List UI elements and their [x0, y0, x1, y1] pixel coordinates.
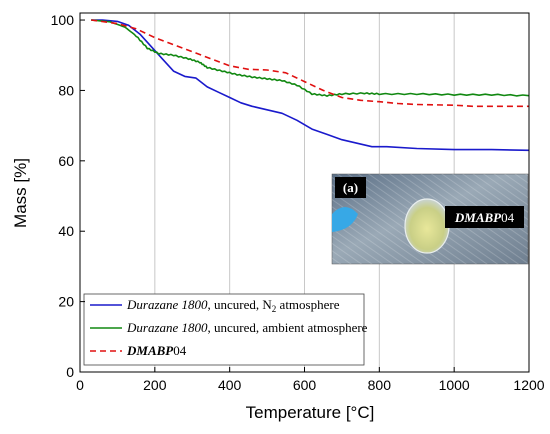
x-tick-label-6: 1200: [513, 377, 544, 393]
inset-tag: DMABP04: [454, 210, 515, 225]
inset-tag-plain: 04: [501, 210, 515, 225]
series-group: [91, 19, 529, 152]
y-tick-label-3: 60: [58, 153, 74, 169]
x-tick-label-0: 0: [76, 377, 84, 393]
legend-label-0: Durazane 1800, uncured, N2 atmosphere: [126, 297, 340, 314]
inset-photo: (a) DMABP04: [331, 173, 529, 265]
x-tick-label-4: 800: [368, 377, 392, 393]
legend-box: [83, 293, 365, 366]
series-line-0: [91, 19, 529, 152]
inset-label: (a): [343, 180, 358, 195]
y-tick-label-5: 100: [51, 12, 75, 28]
legend-label-2-plain: 04: [173, 343, 187, 358]
y-tick-label-2: 40: [58, 223, 74, 239]
x-tick-label-2: 400: [218, 377, 242, 393]
inset-label-box: [335, 177, 366, 198]
legend-label-0-plain: , uncured, N: [208, 297, 273, 312]
x-tick-label-1: 200: [143, 377, 167, 393]
x-tick-label-5: 1000: [439, 377, 470, 393]
series-line-2: [91, 19, 529, 108]
legend-label-1-italic: Durazane 1800: [126, 320, 208, 335]
legend-label-2-bold: DMABP: [126, 343, 174, 358]
legend-label-0-italic: Durazane 1800: [126, 297, 208, 312]
legend-label-1: Durazane 1800, uncured, ambient atmosphe…: [126, 320, 368, 335]
axes: 0 200 400 600 800 1000 1200 0 20 40 60 80 100: [51, 12, 545, 393]
inset-tag-box: [445, 206, 524, 228]
x-tick-label-3: 600: [293, 377, 317, 393]
series-line-1: [91, 19, 529, 97]
y-tick-label-4: 80: [58, 82, 74, 98]
x-axis-title: Temperature [°C]: [246, 403, 375, 422]
y-tick-label-0: 0: [66, 364, 74, 380]
legend-label-0-sub: 2: [272, 304, 277, 314]
sample-droplet: [404, 198, 450, 254]
blue-cap-shape: [332, 207, 358, 232]
legend-label-2: DMABP04: [126, 343, 187, 358]
inset-tag-bold: DMABP: [454, 210, 502, 225]
y-axis-title: Mass [%]: [11, 158, 30, 228]
legend-label-1-plain: , uncured, ambient atmosphere: [208, 320, 368, 335]
y-tick-label-1: 20: [58, 294, 74, 310]
legend-label-0-tail: atmosphere: [276, 297, 339, 312]
legend: Durazane 1800, uncured, N2 atmosphereDur…: [83, 293, 368, 366]
